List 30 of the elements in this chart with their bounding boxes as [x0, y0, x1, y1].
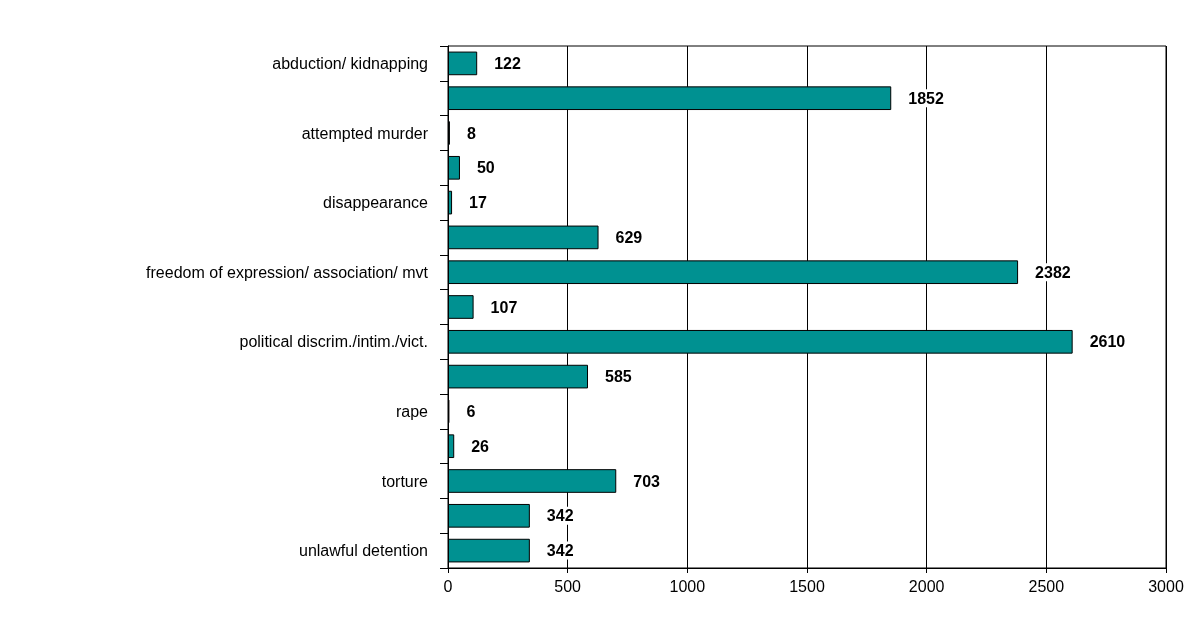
x-tick-label: 0 [443, 577, 453, 595]
data-label: 2610 [1089, 333, 1126, 351]
data-label: 2382 [1035, 263, 1071, 281]
data-label: 342 [546, 542, 574, 560]
data-label: 8 [466, 124, 476, 142]
y-tick-label: abduction/ kidnapping [272, 54, 428, 72]
data-label: 342 [546, 507, 574, 525]
x-tick-label: 3000 [1148, 577, 1184, 595]
y-tick-label: torture [381, 472, 429, 490]
data-label: 50 [476, 159, 495, 177]
y-tick-label: disappearance [323, 194, 429, 212]
y-tick-label: attempted murder [301, 124, 429, 142]
data-label: 6 [466, 402, 476, 420]
data-label: 629 [615, 228, 643, 246]
y-tick-label: freedom of expression/ association/ mvt [146, 263, 429, 281]
x-tick-label: 2500 [1028, 577, 1065, 595]
y-tick-label: unlawful detention [299, 542, 428, 560]
x-tick-label: 1000 [669, 577, 706, 595]
data-label: 17 [469, 194, 487, 212]
x-tick-label: 500 [554, 577, 582, 595]
data-label: 585 [605, 368, 632, 386]
data-label: 1852 [908, 89, 944, 107]
y-tick-label: political discrim./intim./vict. [239, 333, 428, 351]
x-tick-label: 2000 [908, 577, 945, 595]
y-tick-label: rape [395, 402, 429, 420]
data-label: 122 [494, 54, 521, 72]
data-label: 26 [471, 437, 490, 455]
x-tick-label: 1500 [789, 577, 825, 595]
data-label: 107 [490, 298, 518, 316]
data-label: 703 [633, 472, 661, 490]
